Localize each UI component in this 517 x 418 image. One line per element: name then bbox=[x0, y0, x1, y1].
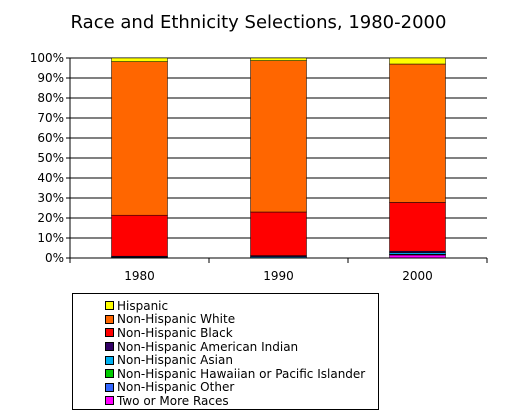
legend-swatch bbox=[105, 396, 114, 406]
legend-label: Non-Hispanic White bbox=[117, 312, 236, 327]
chart-plot: 0% 10% 20% 30% 40% 50% 60% 70% 80% 90% 100% 1980 199… bbox=[30, 51, 488, 283]
bar-segment-1980-6 bbox=[111, 61, 168, 216]
y-tick-label: 60% bbox=[37, 131, 64, 145]
bar-segment-2000-6 bbox=[389, 63, 446, 203]
legend-item: Non-Hispanic White bbox=[105, 312, 378, 327]
legend-item: Non-Hispanic Other bbox=[105, 380, 378, 395]
bar-segment-1990-6 bbox=[250, 60, 307, 213]
legend-item: Non-Hispanic Hawaiian or Pacific Islande… bbox=[105, 367, 378, 381]
axes bbox=[66, 57, 488, 263]
x-tick-label: 2000 bbox=[402, 269, 433, 283]
legend-swatch bbox=[105, 342, 114, 352]
legend-swatch bbox=[105, 328, 114, 338]
legend-swatch bbox=[105, 369, 114, 379]
legend-item: Two or More Races bbox=[105, 394, 378, 408]
legend-items: Hispanic Non-Hispanic White Non-Hispanic B… bbox=[105, 299, 378, 408]
chart-title: Race and Ethnicity Selections, 1980-2000 bbox=[70, 12, 447, 33]
x-tick-label: 1990 bbox=[263, 269, 294, 283]
legend-swatch bbox=[105, 314, 114, 324]
legend-swatch bbox=[105, 355, 114, 365]
legend-label: Non-Hispanic Hawaiian or Pacific Islande… bbox=[117, 366, 366, 381]
legend-item: Non-Hispanic Black bbox=[105, 326, 378, 340]
bars bbox=[111, 57, 446, 259]
y-tick-label: 10% bbox=[37, 231, 64, 245]
y-tick-label: 0% bbox=[45, 251, 64, 265]
y-tick-label: 100% bbox=[30, 51, 64, 65]
legend-label: Non-Hispanic Asian bbox=[117, 353, 233, 368]
bar-segment-2000-7 bbox=[389, 57, 446, 65]
y-tick-label: 40% bbox=[37, 171, 64, 185]
bar-segment-2000-5 bbox=[389, 202, 446, 252]
bar-segment-1980-7 bbox=[111, 57, 168, 62]
y-tick-label: 80% bbox=[37, 91, 64, 105]
legend: Hispanic Non-Hispanic White Non-Hispanic B… bbox=[72, 293, 379, 410]
legend-swatch bbox=[105, 301, 114, 311]
bar-segment-1990-7 bbox=[250, 57, 307, 61]
legend-item: Non-Hispanic American Indian bbox=[105, 340, 378, 354]
legend-label: Two or More Races bbox=[117, 393, 229, 408]
y-tick-label: 70% bbox=[37, 111, 64, 125]
legend-label: Hispanic bbox=[117, 298, 169, 313]
y-tick-label: 50% bbox=[37, 151, 64, 165]
x-tick-label: 1980 bbox=[124, 269, 155, 283]
bar-segment-1990-5 bbox=[250, 211, 307, 256]
tick-labels: 0% 10% 20% 30% 40% 50% 60% 70% 80% 90% 100% 1980 199… bbox=[30, 51, 433, 283]
y-tick-label: 90% bbox=[37, 71, 64, 85]
legend-label: Non-Hispanic Other bbox=[117, 380, 235, 395]
y-tick-label: 20% bbox=[37, 211, 64, 225]
legend-item: Non-Hispanic Asian bbox=[105, 353, 378, 367]
legend-item: Hispanic bbox=[105, 299, 378, 313]
legend-swatch bbox=[105, 382, 114, 392]
y-tick-label: 30% bbox=[37, 191, 64, 205]
legend-label: Non-Hispanic American Indian bbox=[117, 339, 299, 354]
legend-label: Non-Hispanic Black bbox=[117, 325, 233, 340]
bar-segment-1980-5 bbox=[111, 214, 168, 257]
